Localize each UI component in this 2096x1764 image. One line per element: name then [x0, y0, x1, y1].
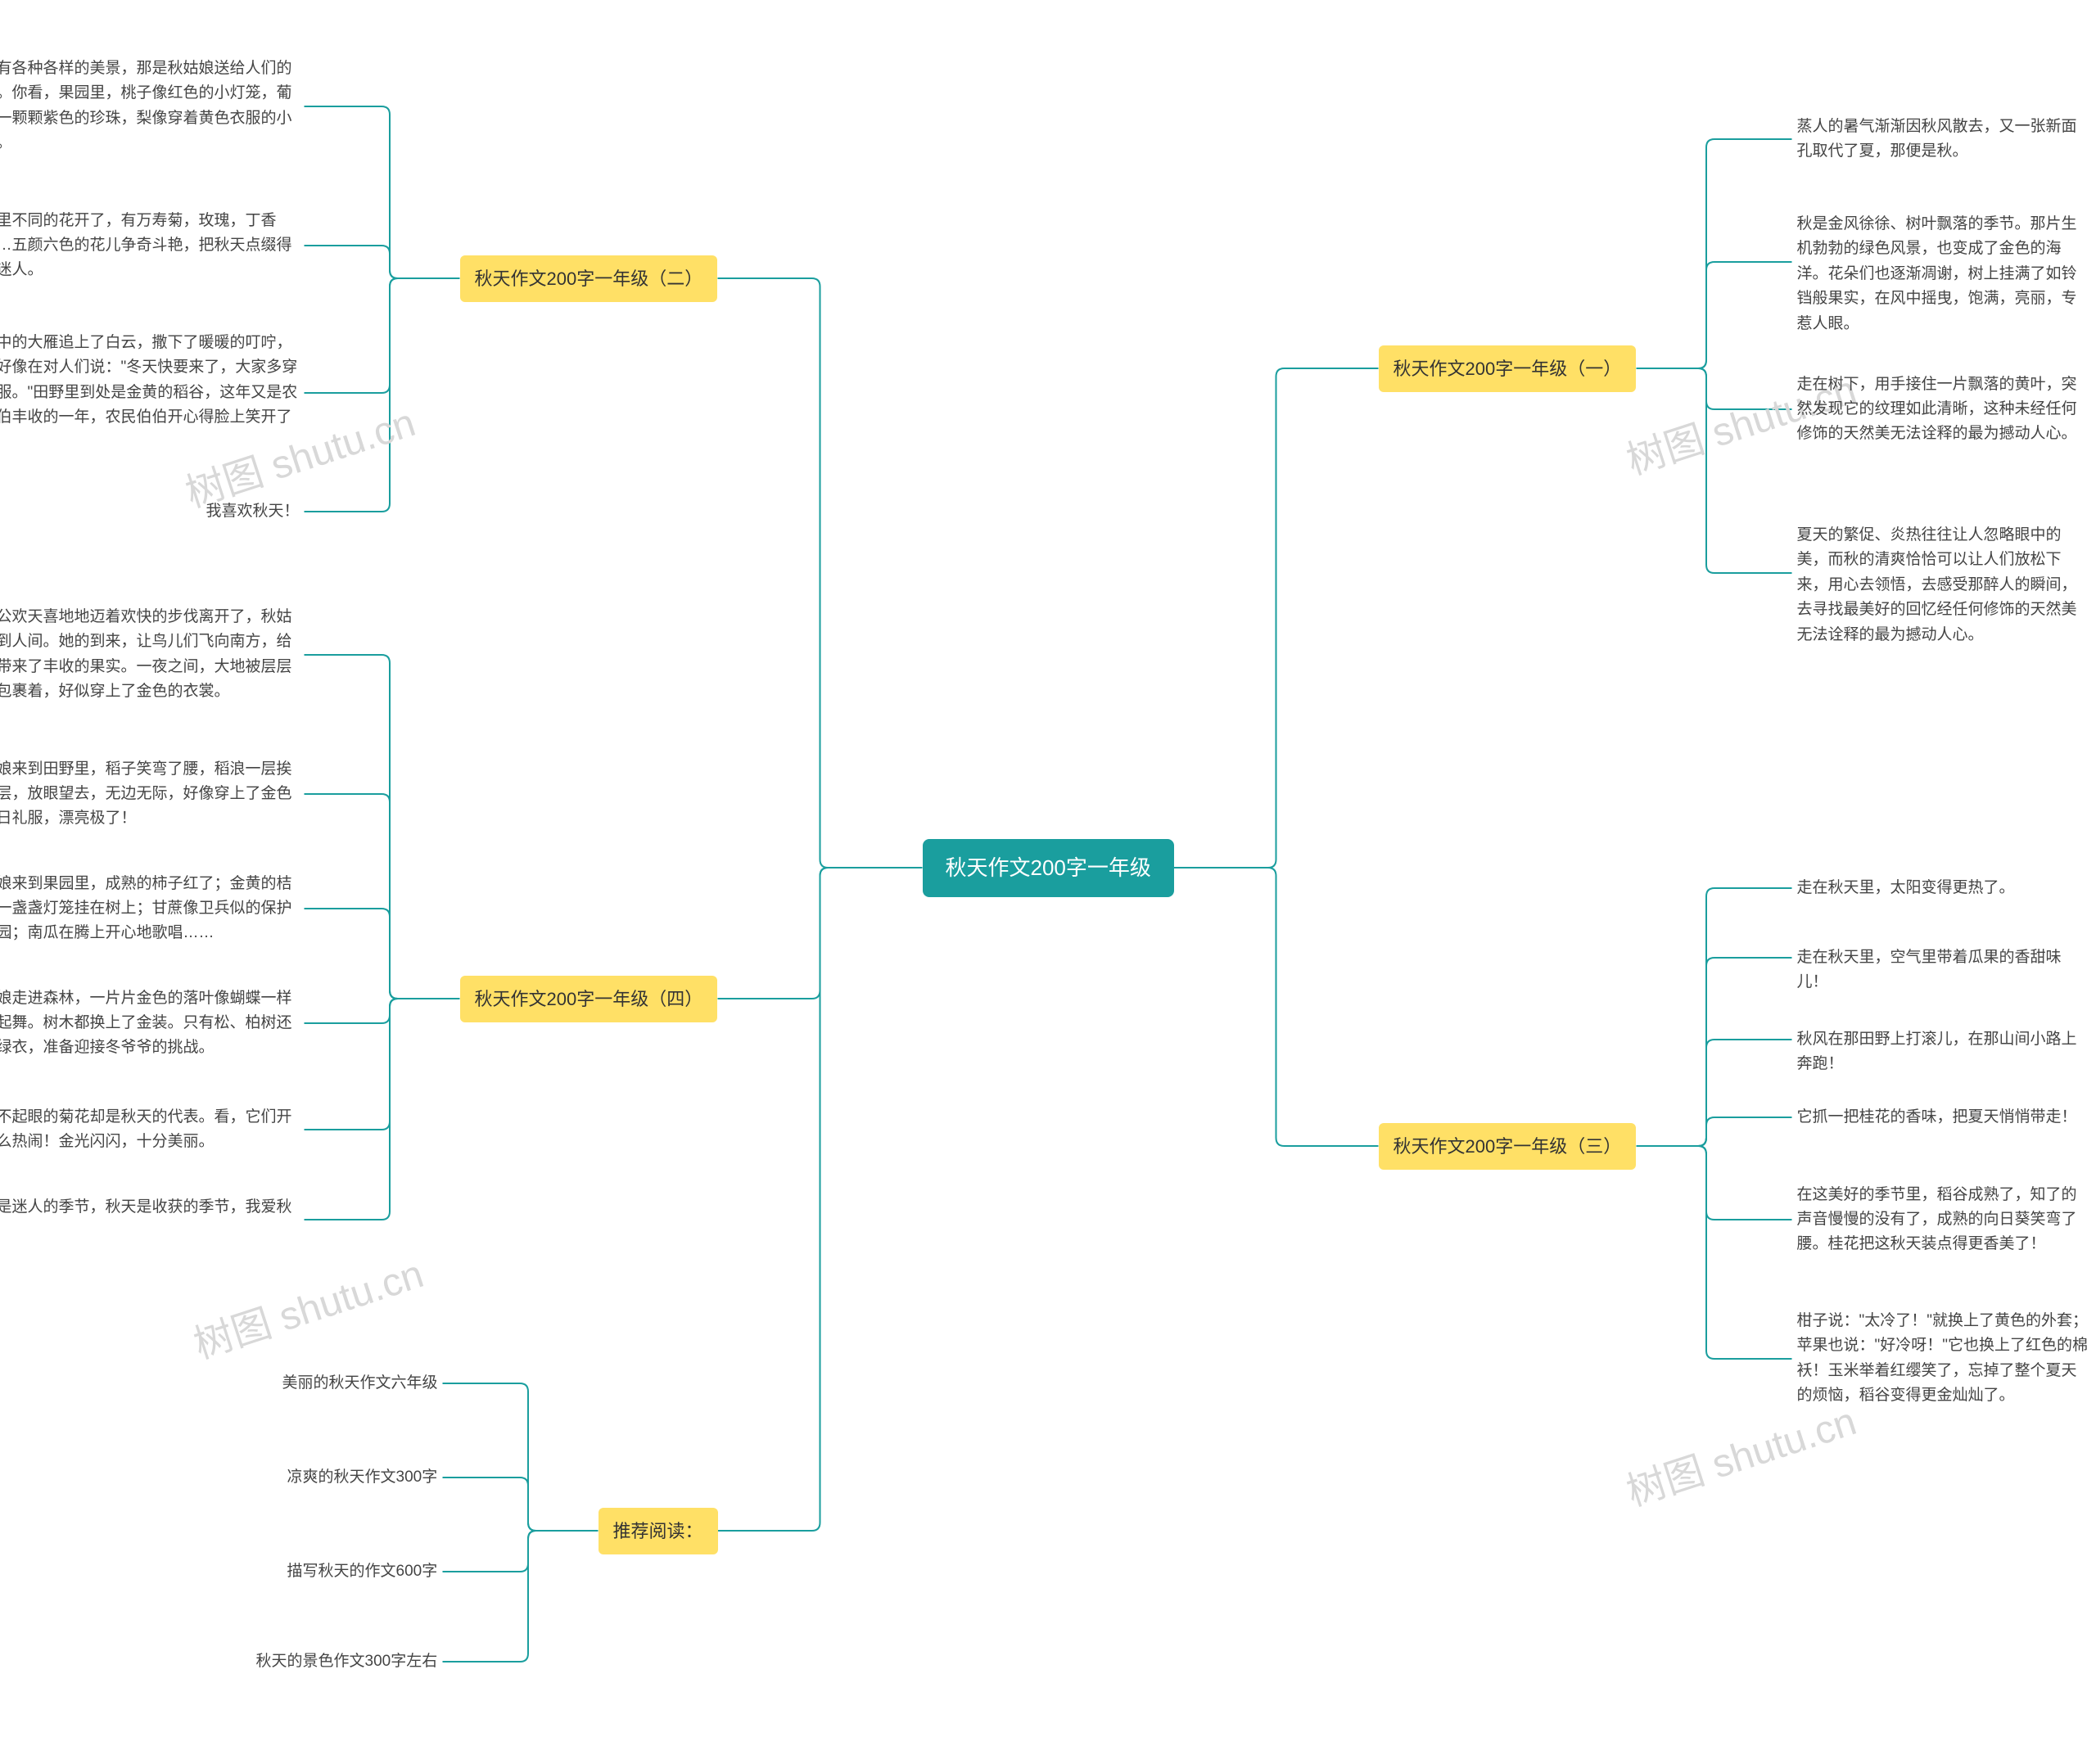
leaf-node: 秋是金风徐徐、树叶飘落的季节。那片生机勃勃的绿色风景，也变成了金色的海洋。花朵们… [1792, 209, 2096, 340]
branch-node: 秋天作文200字一年级（二） [460, 255, 718, 302]
leaf-node: 美丽的秋天作文六年级 [278, 1368, 443, 1399]
leaf-node: 我喜欢秋天！ [201, 496, 305, 527]
center-node: 秋天作文200字一年级 [923, 839, 1174, 897]
leaf-node: 走在树下，用手接住一片飘落的黄叶，突然发现它的纹理如此清晰，这种未经任何修饰的天… [1792, 369, 2096, 450]
leaf-node: 天空中的大雁追上了白云，撒下了暖暖的叮咛，它们好像在对人们说："冬天快要来了，大… [0, 327, 305, 458]
leaf-node: 柑子说："太冷了！"就换上了黄色的外套；苹果也说："好冷呀！"它也换上了红色的棉… [1792, 1306, 2096, 1412]
leaf-node: 秋姑娘来到田野里，稻子笑弯了腰，稻浪一层挨着一层，放眼望去，无边无际，好像穿上了… [0, 754, 305, 835]
leaf-node: 夏公公欢天喜地地迈着欢快的步伐离开了，秋姑娘来到人间。她的到来，让鸟儿们飞向南方… [0, 602, 305, 708]
branch-node: 推荐阅读： [599, 1508, 718, 1554]
leaf-node: 夏天的繁促、炎热往往让人忽略眼中的美，而秋的清爽恰恰可以让人们放松下来，用心去领… [1792, 520, 2096, 651]
leaf-node: 秋天的景色作文300字左右 [251, 1646, 443, 1677]
leaf-node: 秋天是迷人的季节，秋天是收获的季节，我爱秋天！ [0, 1192, 305, 1248]
branch-node: 秋天作文200字一年级（一） [1379, 345, 1637, 392]
leaf-node: 路边不起眼的菊花却是秋天的代表。看，它们开得多么热闹！金光闪闪，十分美丽。 [0, 1102, 305, 1158]
leaf-node: 在这美好的季节里，稻谷成熟了，知了的声音慢慢的没有了，成熟的向日葵笑弯了腰。桂花… [1792, 1180, 2096, 1261]
leaf-node: 凉爽的秋天作文300字 [282, 1462, 443, 1493]
leaf-node: 公园里不同的花开了，有万寿菊，玫瑰，丁香花……五颜六色的花儿争奇斗艳，把秋天点缀… [0, 205, 305, 286]
leaf-node: 描写秋天的作文600字 [282, 1556, 443, 1587]
branch-node: 秋天作文200字一年级（四） [460, 976, 718, 1022]
leaf-node: 秋姑娘走进森林，一片片金色的落叶像蝴蝶一样翩翩起舞。树木都换上了金装。只有松、柏… [0, 983, 305, 1064]
leaf-node: 秋天有各种各样的美景，那是秋姑娘送给人们的礼物。你看，果园里，桃子像红色的小灯笼… [0, 53, 305, 160]
leaf-node: 走在秋天里，太阳变得更热了。 [1792, 873, 2020, 904]
branch-node: 秋天作文200字一年级（三） [1379, 1123, 1637, 1170]
leaf-node: 秋姑娘来到果园里，成熟的柿子红了；金黄的桔子像一盏盏灯笼挂在树上；甘蔗像卫兵似的… [0, 868, 305, 950]
leaf-node: 蒸人的暑气渐渐因秋风散去，又一张新面孔取代了夏，那便是秋。 [1792, 111, 2096, 168]
watermark: 树图 shutu.cn [185, 1242, 429, 1369]
leaf-node: 它抓一把桂花的香味，把夏天悄悄带走！ [1792, 1102, 2082, 1133]
leaf-node: 秋风在那田野上打滚儿，在那山间小路上奔跑！ [1792, 1024, 2096, 1081]
leaf-node: 走在秋天里，空气里带着瓜果的香甜味儿！ [1792, 942, 2096, 999]
